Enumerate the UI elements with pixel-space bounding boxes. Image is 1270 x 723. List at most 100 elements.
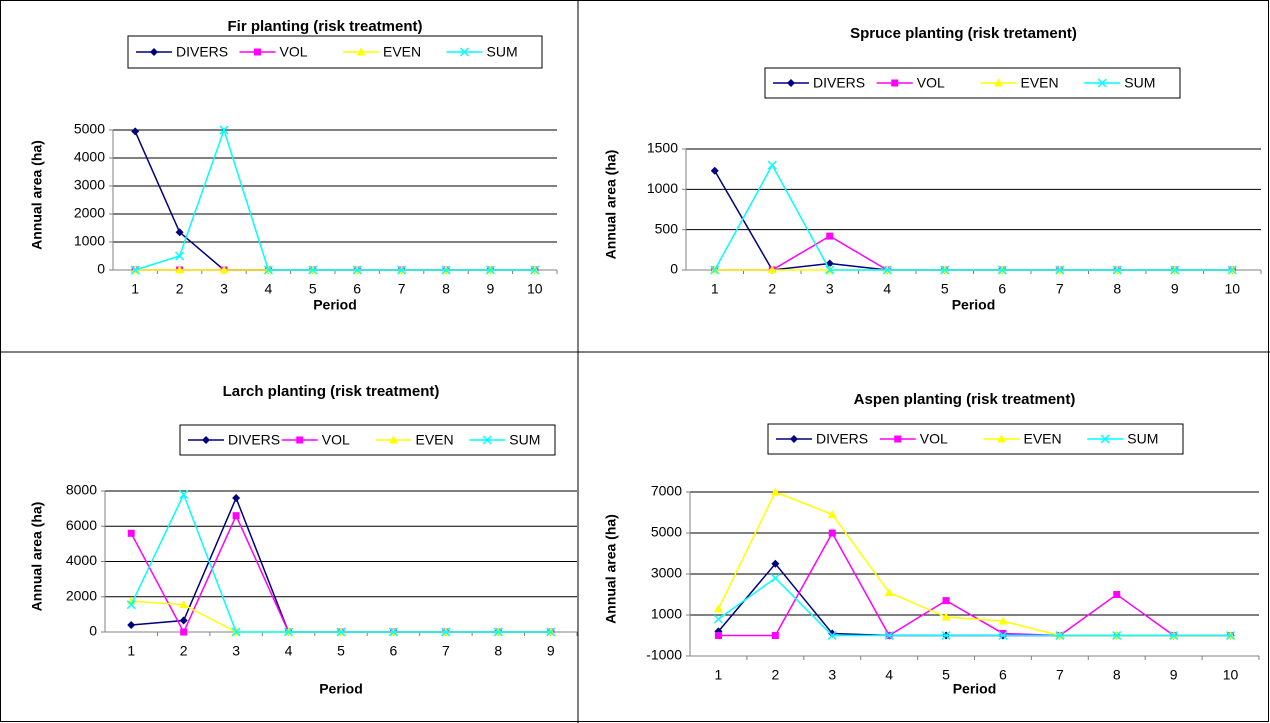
marker bbox=[180, 628, 188, 636]
x-axis-label: Period bbox=[952, 297, 996, 313]
x-tick-label: 5 bbox=[337, 643, 345, 659]
marker bbox=[202, 436, 210, 444]
marker bbox=[1100, 434, 1110, 444]
x-tick-label: 4 bbox=[885, 667, 893, 683]
marker bbox=[232, 494, 241, 503]
y-axis-label: Annual area (ha) bbox=[603, 150, 619, 260]
legend-label: DIVERS bbox=[816, 431, 868, 447]
y-tick-label: 500 bbox=[655, 220, 679, 236]
marker bbox=[882, 265, 892, 275]
marker bbox=[997, 434, 1006, 443]
chart-panel: Fir planting (risk treatment) 0 1000 2000 30… bbox=[29, 18, 558, 313]
marker bbox=[767, 160, 777, 170]
marker bbox=[352, 265, 362, 275]
marker bbox=[175, 228, 184, 237]
chart-title: Larch planting (risk treatment) bbox=[223, 383, 440, 400]
y-tick-label: 5000 bbox=[74, 121, 105, 137]
x-tick-label: 10 bbox=[527, 281, 543, 297]
x-tick-label: 5 bbox=[942, 667, 950, 683]
chart-panel: Aspen planting (risk treatment) -1000 1000… bbox=[603, 391, 1260, 697]
marker bbox=[546, 627, 556, 637]
legend-label: EVEN bbox=[1024, 431, 1062, 447]
legend-label: SUM bbox=[509, 432, 540, 448]
marker bbox=[997, 265, 1007, 275]
marker bbox=[482, 435, 492, 445]
y-tick-label: 0 bbox=[97, 261, 105, 277]
x-tick-label: 10 bbox=[1223, 667, 1239, 683]
marker bbox=[770, 573, 780, 583]
marker bbox=[1055, 630, 1065, 641]
y-tick-label: 1500 bbox=[647, 140, 678, 156]
marker bbox=[127, 620, 136, 629]
y-tick-label: 7000 bbox=[651, 483, 682, 499]
marker bbox=[232, 512, 240, 520]
marker bbox=[296, 436, 304, 444]
marker bbox=[336, 627, 346, 637]
marker bbox=[1055, 265, 1065, 275]
marker bbox=[710, 166, 719, 175]
marker bbox=[485, 265, 495, 275]
marker bbox=[1097, 78, 1107, 88]
marker bbox=[179, 600, 189, 609]
x-tick-label: 7 bbox=[1056, 667, 1064, 683]
chart-panel: Larch planting (risk treatment) 0 2000 4000… bbox=[29, 383, 578, 697]
marker bbox=[787, 79, 795, 87]
legend-label: VOL bbox=[917, 75, 945, 91]
marker bbox=[459, 47, 470, 57]
marker bbox=[941, 612, 951, 621]
marker bbox=[1226, 630, 1236, 641]
marker bbox=[263, 265, 273, 275]
x-tick-label: 2 bbox=[768, 281, 776, 297]
x-tick-label: 2 bbox=[176, 281, 184, 297]
marker bbox=[388, 627, 398, 637]
series-line bbox=[718, 577, 1231, 637]
x-tick-label: 8 bbox=[442, 281, 450, 297]
y-tick-label: 3000 bbox=[651, 565, 682, 581]
series-line bbox=[134, 127, 535, 271]
series-line bbox=[718, 531, 1231, 637]
x-tick-label: 7 bbox=[442, 643, 450, 659]
x-tick-label: 2 bbox=[180, 643, 188, 659]
x-tick-label: 7 bbox=[1056, 281, 1064, 297]
marker bbox=[308, 265, 318, 275]
marker bbox=[999, 629, 1007, 637]
x-tick-label: 10 bbox=[1224, 281, 1240, 297]
marker bbox=[713, 604, 723, 613]
marker bbox=[827, 510, 837, 519]
x-tick-label: 8 bbox=[1113, 667, 1121, 683]
x-tick-label: 6 bbox=[998, 281, 1006, 297]
marker bbox=[254, 48, 261, 56]
marker bbox=[179, 489, 189, 500]
marker bbox=[891, 79, 899, 87]
x-tick-label: 4 bbox=[883, 281, 891, 297]
y-tick-label: 3000 bbox=[74, 177, 105, 193]
x-tick-label: 9 bbox=[1171, 281, 1179, 297]
y-tick-label: 1000 bbox=[651, 606, 682, 622]
marker bbox=[942, 597, 950, 605]
legend-label: VOL bbox=[920, 431, 948, 447]
x-tick-label: 4 bbox=[265, 281, 273, 297]
x-tick-label: 3 bbox=[828, 667, 836, 683]
y-tick-label: 0 bbox=[670, 261, 678, 277]
x-tick-label: 1 bbox=[127, 643, 135, 659]
chart-title: Fir planting (risk treatment) bbox=[227, 18, 422, 35]
marker bbox=[530, 265, 540, 275]
legend-label: VOL bbox=[280, 44, 308, 60]
y-tick-label: -1000 bbox=[646, 647, 682, 663]
marker bbox=[179, 616, 188, 625]
marker bbox=[231, 627, 241, 637]
y-axis-label: Annual area (ha) bbox=[603, 514, 619, 624]
x-axis-label: Period bbox=[319, 681, 363, 697]
marker bbox=[175, 265, 185, 274]
y-tick-label: 1000 bbox=[647, 180, 678, 196]
marker bbox=[175, 251, 185, 261]
marker bbox=[894, 435, 902, 443]
y-tick-label: 1000 bbox=[74, 233, 105, 249]
marker bbox=[827, 630, 837, 641]
legend-label: EVEN bbox=[383, 44, 421, 60]
x-tick-label: 8 bbox=[1113, 281, 1121, 297]
marker bbox=[219, 265, 229, 274]
marker bbox=[130, 265, 140, 275]
chart-title: Aspen planting (risk treatment) bbox=[854, 391, 1076, 408]
x-axis-label: Period bbox=[313, 297, 357, 313]
